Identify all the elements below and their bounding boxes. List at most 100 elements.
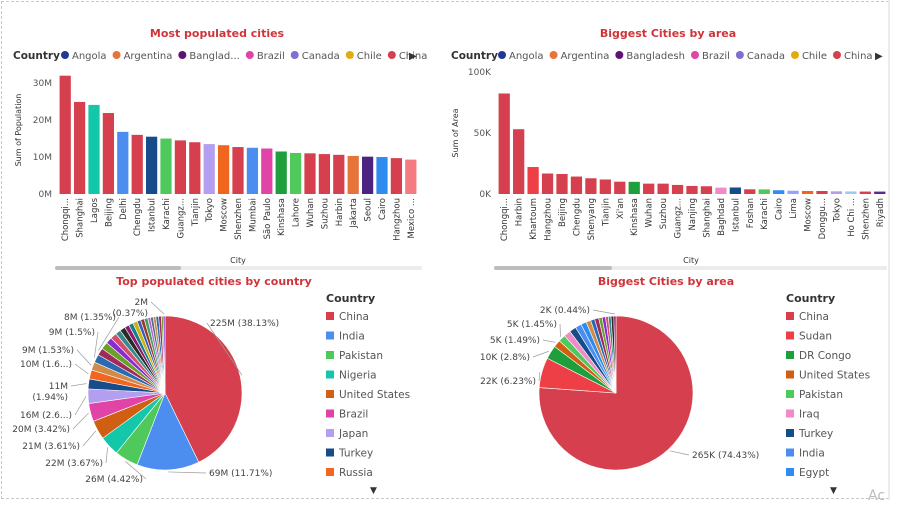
legend-item[interactable]: Argentina	[561, 51, 610, 62]
scrollbar-thumb[interactable]	[494, 266, 612, 270]
legend-item[interactable]: Pakistan	[799, 389, 843, 401]
legend-item[interactable]: Canada	[747, 51, 785, 62]
chart-biggest-cities-by-area-bar[interactable]: Biggest Cities by area Country Angola Arg…	[451, 27, 887, 270]
chart-biggest-cities-by-area-pie[interactable]: Biggest Cities by area 265K (74.43%) 22K …	[480, 275, 870, 496]
bar[interactable]	[361, 156, 374, 194]
legend-item[interactable]: China	[339, 311, 369, 323]
bar[interactable]	[145, 136, 158, 194]
bar[interactable]	[570, 176, 583, 194]
bar[interactable]	[131, 134, 143, 194]
bar[interactable]	[376, 157, 388, 194]
bar[interactable]	[729, 187, 741, 194]
bar[interactable]	[628, 181, 640, 194]
legend-item[interactable]: Canada	[302, 51, 340, 62]
bar[interactable]	[657, 183, 669, 194]
bar[interactable]	[275, 151, 287, 194]
pie-slice[interactable]	[538, 315, 694, 471]
bar[interactable]	[744, 189, 756, 194]
legend-item[interactable]: Chile	[357, 51, 382, 62]
pie-slice[interactable]	[613, 315, 617, 394]
bar[interactable]	[830, 191, 843, 194]
legend-item[interactable]: Brazil	[339, 409, 368, 421]
bar[interactable]	[160, 138, 172, 194]
pie-slice[interactable]	[162, 315, 166, 394]
bar[interactable]	[232, 147, 244, 194]
bar[interactable]	[261, 148, 273, 194]
bar[interactable]	[246, 147, 259, 194]
bar[interactable]	[59, 75, 71, 194]
pie-slice[interactable]	[164, 315, 243, 463]
bar[interactable]	[614, 181, 626, 194]
bar[interactable]	[217, 145, 230, 194]
legend-item[interactable]: DR Congo	[799, 350, 851, 362]
bar[interactable]	[541, 173, 554, 194]
bar[interactable]	[498, 93, 510, 194]
legend-item[interactable]: China	[399, 51, 428, 62]
legend-item[interactable]: Argentina	[124, 51, 173, 62]
legend-item[interactable]: Turkey	[798, 428, 833, 440]
legend-item[interactable]: China	[844, 51, 873, 62]
bar[interactable]	[556, 173, 568, 194]
bar[interactable]	[203, 144, 215, 194]
bar[interactable]	[816, 190, 828, 194]
legend-item[interactable]: India	[799, 448, 825, 460]
legend-item[interactable]: Egypt	[799, 467, 829, 479]
legend-item[interactable]: Russia	[339, 467, 373, 479]
bar[interactable]	[304, 153, 316, 194]
pie-slice[interactable]	[136, 392, 200, 471]
chart-top-populated-cities-by-country[interactable]: Top populated cities by country 225M (38…	[12, 275, 410, 496]
bar[interactable]	[88, 104, 100, 194]
bar[interactable]	[102, 113, 115, 194]
bar[interactable]	[189, 142, 201, 194]
bar[interactable]	[787, 190, 799, 194]
bar[interactable]	[874, 191, 886, 194]
legend-item[interactable]: United States	[339, 389, 410, 401]
chart-most-populated-cities[interactable]: Most populated cities Country Angola Arge…	[13, 27, 427, 270]
legend-item[interactable]: Brazil	[702, 51, 730, 62]
legend-item[interactable]: Pakistan	[339, 350, 383, 362]
bar[interactable]	[405, 159, 417, 194]
bar[interactable]	[845, 191, 857, 194]
legend-item[interactable]: Nigeria	[339, 370, 377, 382]
bar[interactable]	[347, 155, 359, 194]
bar[interactable]	[801, 190, 814, 194]
legend-item[interactable]: Bangladesh	[626, 51, 685, 62]
bar[interactable]	[671, 184, 684, 194]
bar[interactable]	[585, 178, 597, 194]
bar[interactable]	[333, 154, 345, 194]
legend-item[interactable]: Angola	[72, 51, 107, 62]
legend-item[interactable]: Banglad...	[189, 51, 239, 62]
legend-item[interactable]: Turkey	[338, 448, 373, 460]
bar[interactable]	[513, 129, 525, 194]
bar[interactable]	[686, 185, 698, 194]
bar[interactable]	[715, 187, 727, 194]
legend-item[interactable]: China	[799, 311, 829, 323]
bar[interactable]	[643, 183, 655, 194]
legend-item[interactable]: United States	[799, 370, 870, 382]
scrollbar-thumb[interactable]	[55, 266, 181, 270]
legend-scroll-down-icon[interactable]: ▼	[370, 486, 377, 496]
bar[interactable]	[289, 152, 302, 194]
bar[interactable]	[117, 131, 129, 194]
bar[interactable]	[700, 186, 713, 194]
legend-next-arrow-icon[interactable]: ▶	[875, 51, 883, 62]
bar[interactable]	[758, 189, 770, 194]
legend-item[interactable]: Brazil	[257, 51, 285, 62]
legend-item[interactable]: India	[339, 331, 365, 343]
bar[interactable]	[859, 191, 871, 194]
bar[interactable]	[773, 190, 785, 194]
legend-item[interactable]: Iraq	[799, 409, 820, 421]
bar[interactable]	[174, 140, 187, 194]
legend-item[interactable]: Sudan	[799, 331, 832, 343]
bar[interactable]	[73, 101, 86, 194]
legend-item[interactable]: Angola	[509, 51, 544, 62]
bar[interactable]	[390, 158, 403, 194]
legend-item[interactable]: Japan	[338, 428, 368, 440]
bar[interactable]	[599, 179, 611, 194]
legend-swatch	[832, 51, 841, 59]
bar[interactable]	[318, 154, 331, 194]
bar[interactable]	[527, 167, 539, 194]
legend-scroll-down-icon[interactable]: ▼	[830, 486, 837, 496]
legend-item[interactable]: Chile	[802, 51, 827, 62]
legend-next-arrow-icon[interactable]: ▶	[409, 51, 417, 62]
